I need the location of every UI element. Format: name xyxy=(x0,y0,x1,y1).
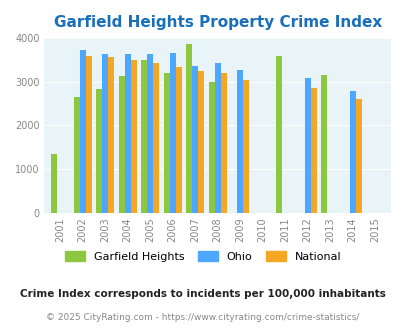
Bar xyxy=(220,73,226,213)
Title: Garfield Heights Property Crime Index: Garfield Heights Property Crime Index xyxy=(53,15,381,30)
Bar xyxy=(51,154,57,213)
Bar xyxy=(147,54,153,213)
Bar xyxy=(243,81,249,213)
Bar xyxy=(163,74,169,213)
Bar xyxy=(310,88,316,213)
Bar xyxy=(320,75,326,213)
Legend: Garfield Heights, Ohio, National: Garfield Heights, Ohio, National xyxy=(60,247,345,267)
Bar xyxy=(198,71,204,213)
Bar xyxy=(79,50,85,213)
Bar xyxy=(153,63,159,213)
Bar xyxy=(175,67,181,213)
Bar xyxy=(108,57,114,213)
Bar xyxy=(192,67,198,213)
Bar xyxy=(349,91,355,213)
Bar xyxy=(208,82,214,213)
Bar xyxy=(355,99,361,213)
Bar xyxy=(118,76,124,213)
Bar xyxy=(214,63,220,213)
Bar xyxy=(85,56,92,213)
Bar xyxy=(185,44,192,213)
Text: © 2025 CityRating.com - https://www.cityrating.com/crime-statistics/: © 2025 CityRating.com - https://www.city… xyxy=(46,313,359,322)
Bar xyxy=(169,53,175,213)
Bar xyxy=(73,97,79,213)
Bar xyxy=(124,54,130,213)
Bar xyxy=(237,70,243,213)
Text: Crime Index corresponds to incidents per 100,000 inhabitants: Crime Index corresponds to incidents per… xyxy=(20,289,385,299)
Bar xyxy=(96,89,102,213)
Bar xyxy=(304,78,310,213)
Bar xyxy=(102,54,108,213)
Bar xyxy=(141,60,147,213)
Bar xyxy=(130,60,136,213)
Bar xyxy=(275,55,281,213)
